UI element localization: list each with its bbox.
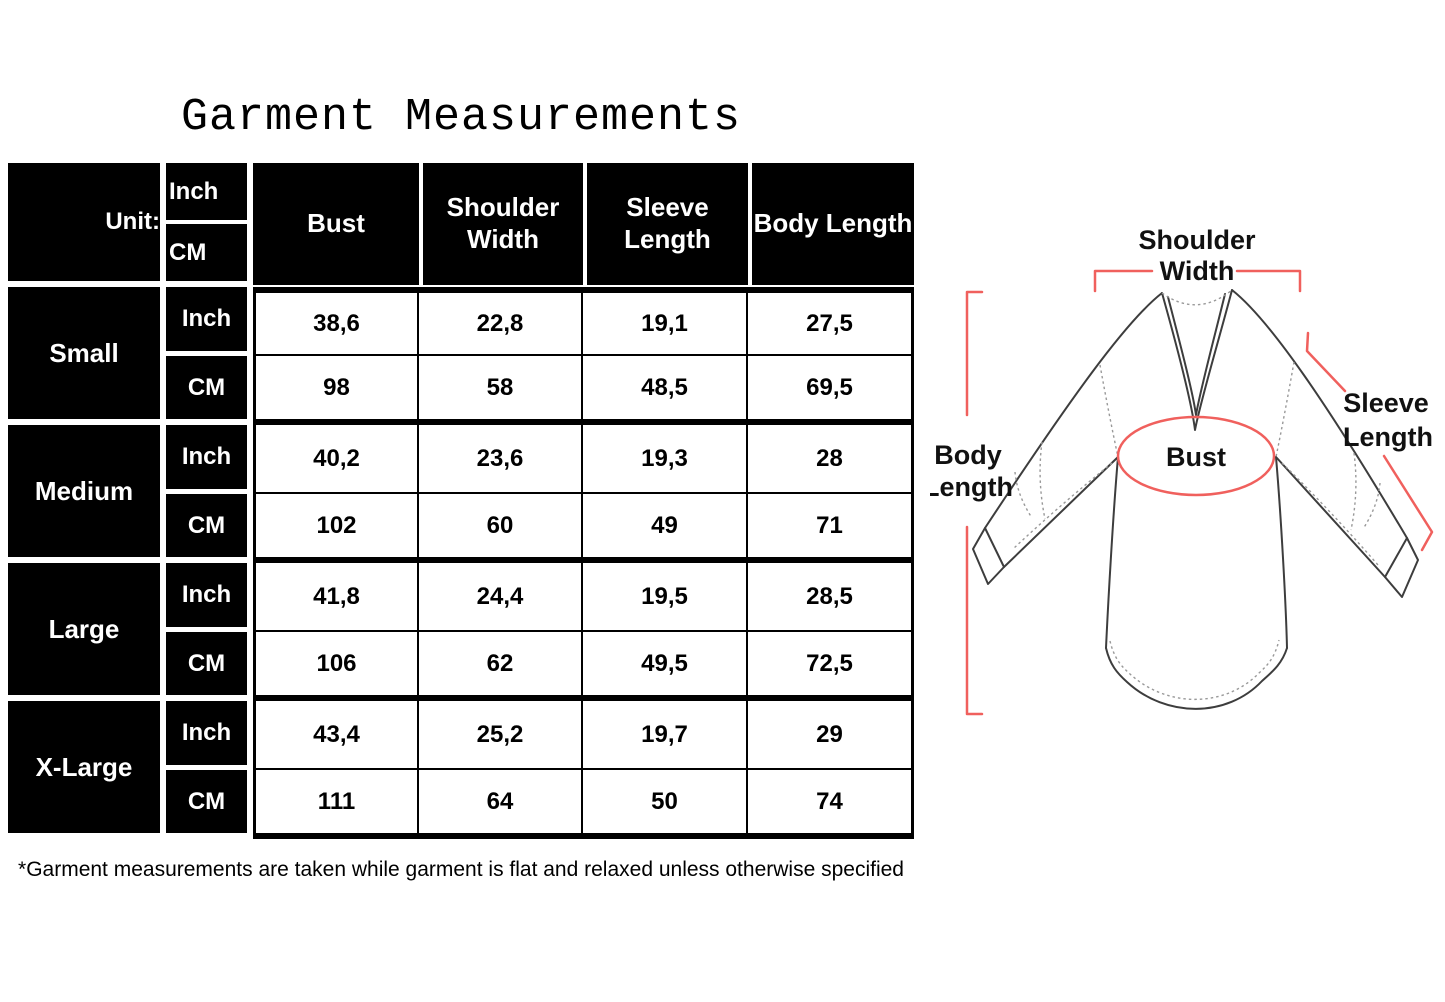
measurement-cell: 40,2 <box>253 425 419 494</box>
column-header-body-length: Body Length <box>748 163 914 287</box>
unit-cell-inch: Inch <box>166 287 253 356</box>
measurement-cell: 24,4 <box>419 563 583 632</box>
unit-cell-cm: CM <box>166 632 253 701</box>
size-label-large: Large <box>8 563 166 701</box>
measurement-cell: 60 <box>419 494 583 563</box>
measurement-cell: 27,5 <box>748 287 914 356</box>
unit-cell-cm: CM <box>166 356 253 425</box>
measurement-cell: 28,5 <box>748 563 914 632</box>
garment-outline <box>972 289 1419 710</box>
measurement-cell: 28 <box>748 425 914 494</box>
body-length-annotation <box>965 290 984 716</box>
measurement-cell: 19,1 <box>583 287 748 356</box>
size-label-medium: Medium <box>8 425 166 563</box>
table-row-medium-inch: Medium Inch 40,2 23,6 19,3 28 <box>8 425 914 563</box>
size-chart-table: Unit: Inch CM Bust Shoulder Width Sleeve… <box>8 163 914 839</box>
unit-label-cell: Unit: <box>8 163 166 287</box>
measurement-cell: 106 <box>253 632 419 701</box>
column-header-sleeve-length: Sleeve Length <box>583 163 748 287</box>
size-label-small: Small <box>8 287 166 425</box>
measurement-cell: 71 <box>748 494 914 563</box>
measurement-cell: 98 <box>253 356 419 425</box>
measurement-cell: 19,5 <box>583 563 748 632</box>
bust-label: Bust <box>1166 442 1226 472</box>
measurement-cell: 41,8 <box>253 563 419 632</box>
page-title: Garment Measurements <box>180 92 742 143</box>
table-row-xlarge-inch: X-Large Inch 43,4 25,2 19,7 29 <box>8 701 914 839</box>
table-row-large-cm: CM 106 62 49,5 72,5 <box>8 632 914 701</box>
measurement-cell: 58 <box>419 356 583 425</box>
body-length-label-line1: Body <box>934 440 1002 470</box>
measurement-cell: 64 <box>419 770 583 839</box>
measurement-cell: 62 <box>419 632 583 701</box>
sleeve-length-annotation <box>1305 331 1434 552</box>
measurement-cell: 23,6 <box>419 425 583 494</box>
table-header-row: Unit: Inch CM Bust Shoulder Width Sleeve… <box>8 163 914 287</box>
measurement-footnote: *Garment measurements are taken while ga… <box>18 858 904 881</box>
table-row-small-inch: Small Inch 38,6 22,8 19,1 27,5 <box>8 287 914 425</box>
unit-cell-inch: Inch <box>166 425 253 494</box>
unit-options-cell: Inch CM <box>166 163 253 287</box>
measurement-cell: 69,5 <box>748 356 914 425</box>
column-header-shoulder-width: Shoulder Width <box>419 163 583 287</box>
table-row-small-cm: CM 98 58 48,5 69,5 <box>8 356 914 425</box>
unit-cell-cm: CM <box>166 770 253 839</box>
measurement-cell: 25,2 <box>419 701 583 770</box>
measurement-cell: 102 <box>253 494 419 563</box>
unit-option-cm: CM <box>169 238 207 266</box>
measurement-cell: 72,5 <box>748 632 914 701</box>
unit-cell-cm: CM <box>166 494 253 563</box>
shoulder-width-annotation <box>1093 269 1302 293</box>
measurement-cell: 29 <box>748 701 914 770</box>
measurement-cell: 19,3 <box>583 425 748 494</box>
sleeve-length-label-line1: Sleeve <box>1343 388 1429 418</box>
shoulder-width-label-line1: Shoulder <box>1138 225 1255 255</box>
sleeve-length-label-line2: Length <box>1343 422 1433 452</box>
measurement-cell: 43,4 <box>253 701 419 770</box>
measurement-cell: 19,7 <box>583 701 748 770</box>
table-row-large-inch: Large Inch 41,8 24,4 19,5 28,5 <box>8 563 914 701</box>
garment-seam-stitches <box>1012 289 1381 700</box>
measurement-cell: 74 <box>748 770 914 839</box>
measurement-cell: 48,5 <box>583 356 748 425</box>
table-row-medium-cm: CM 102 60 49 71 <box>8 494 914 563</box>
unit-option-inch: Inch <box>166 163 247 224</box>
unit-cell-inch: Inch <box>166 563 253 632</box>
measurement-cell: 50 <box>583 770 748 839</box>
measurement-cell: 49,5 <box>583 632 748 701</box>
measurement-cell: 38,6 <box>253 287 419 356</box>
measurement-cell: 49 <box>583 494 748 563</box>
measurement-cell: 22,8 <box>419 287 583 356</box>
garment-diagram: Shoulder Width Body Length Sleeve Length… <box>930 225 1434 716</box>
column-header-bust: Bust <box>253 163 419 287</box>
table-row-xlarge-cm: CM 111 64 50 74 <box>8 770 914 839</box>
size-label-xlarge: X-Large <box>8 701 166 839</box>
body-length-label-line2: Length <box>930 472 1013 502</box>
shoulder-width-label-line2: Width <box>1160 256 1235 286</box>
bust-ellipse <box>1116 415 1276 497</box>
unit-cell-inch: Inch <box>166 701 253 770</box>
measurement-cell: 111 <box>253 770 419 839</box>
